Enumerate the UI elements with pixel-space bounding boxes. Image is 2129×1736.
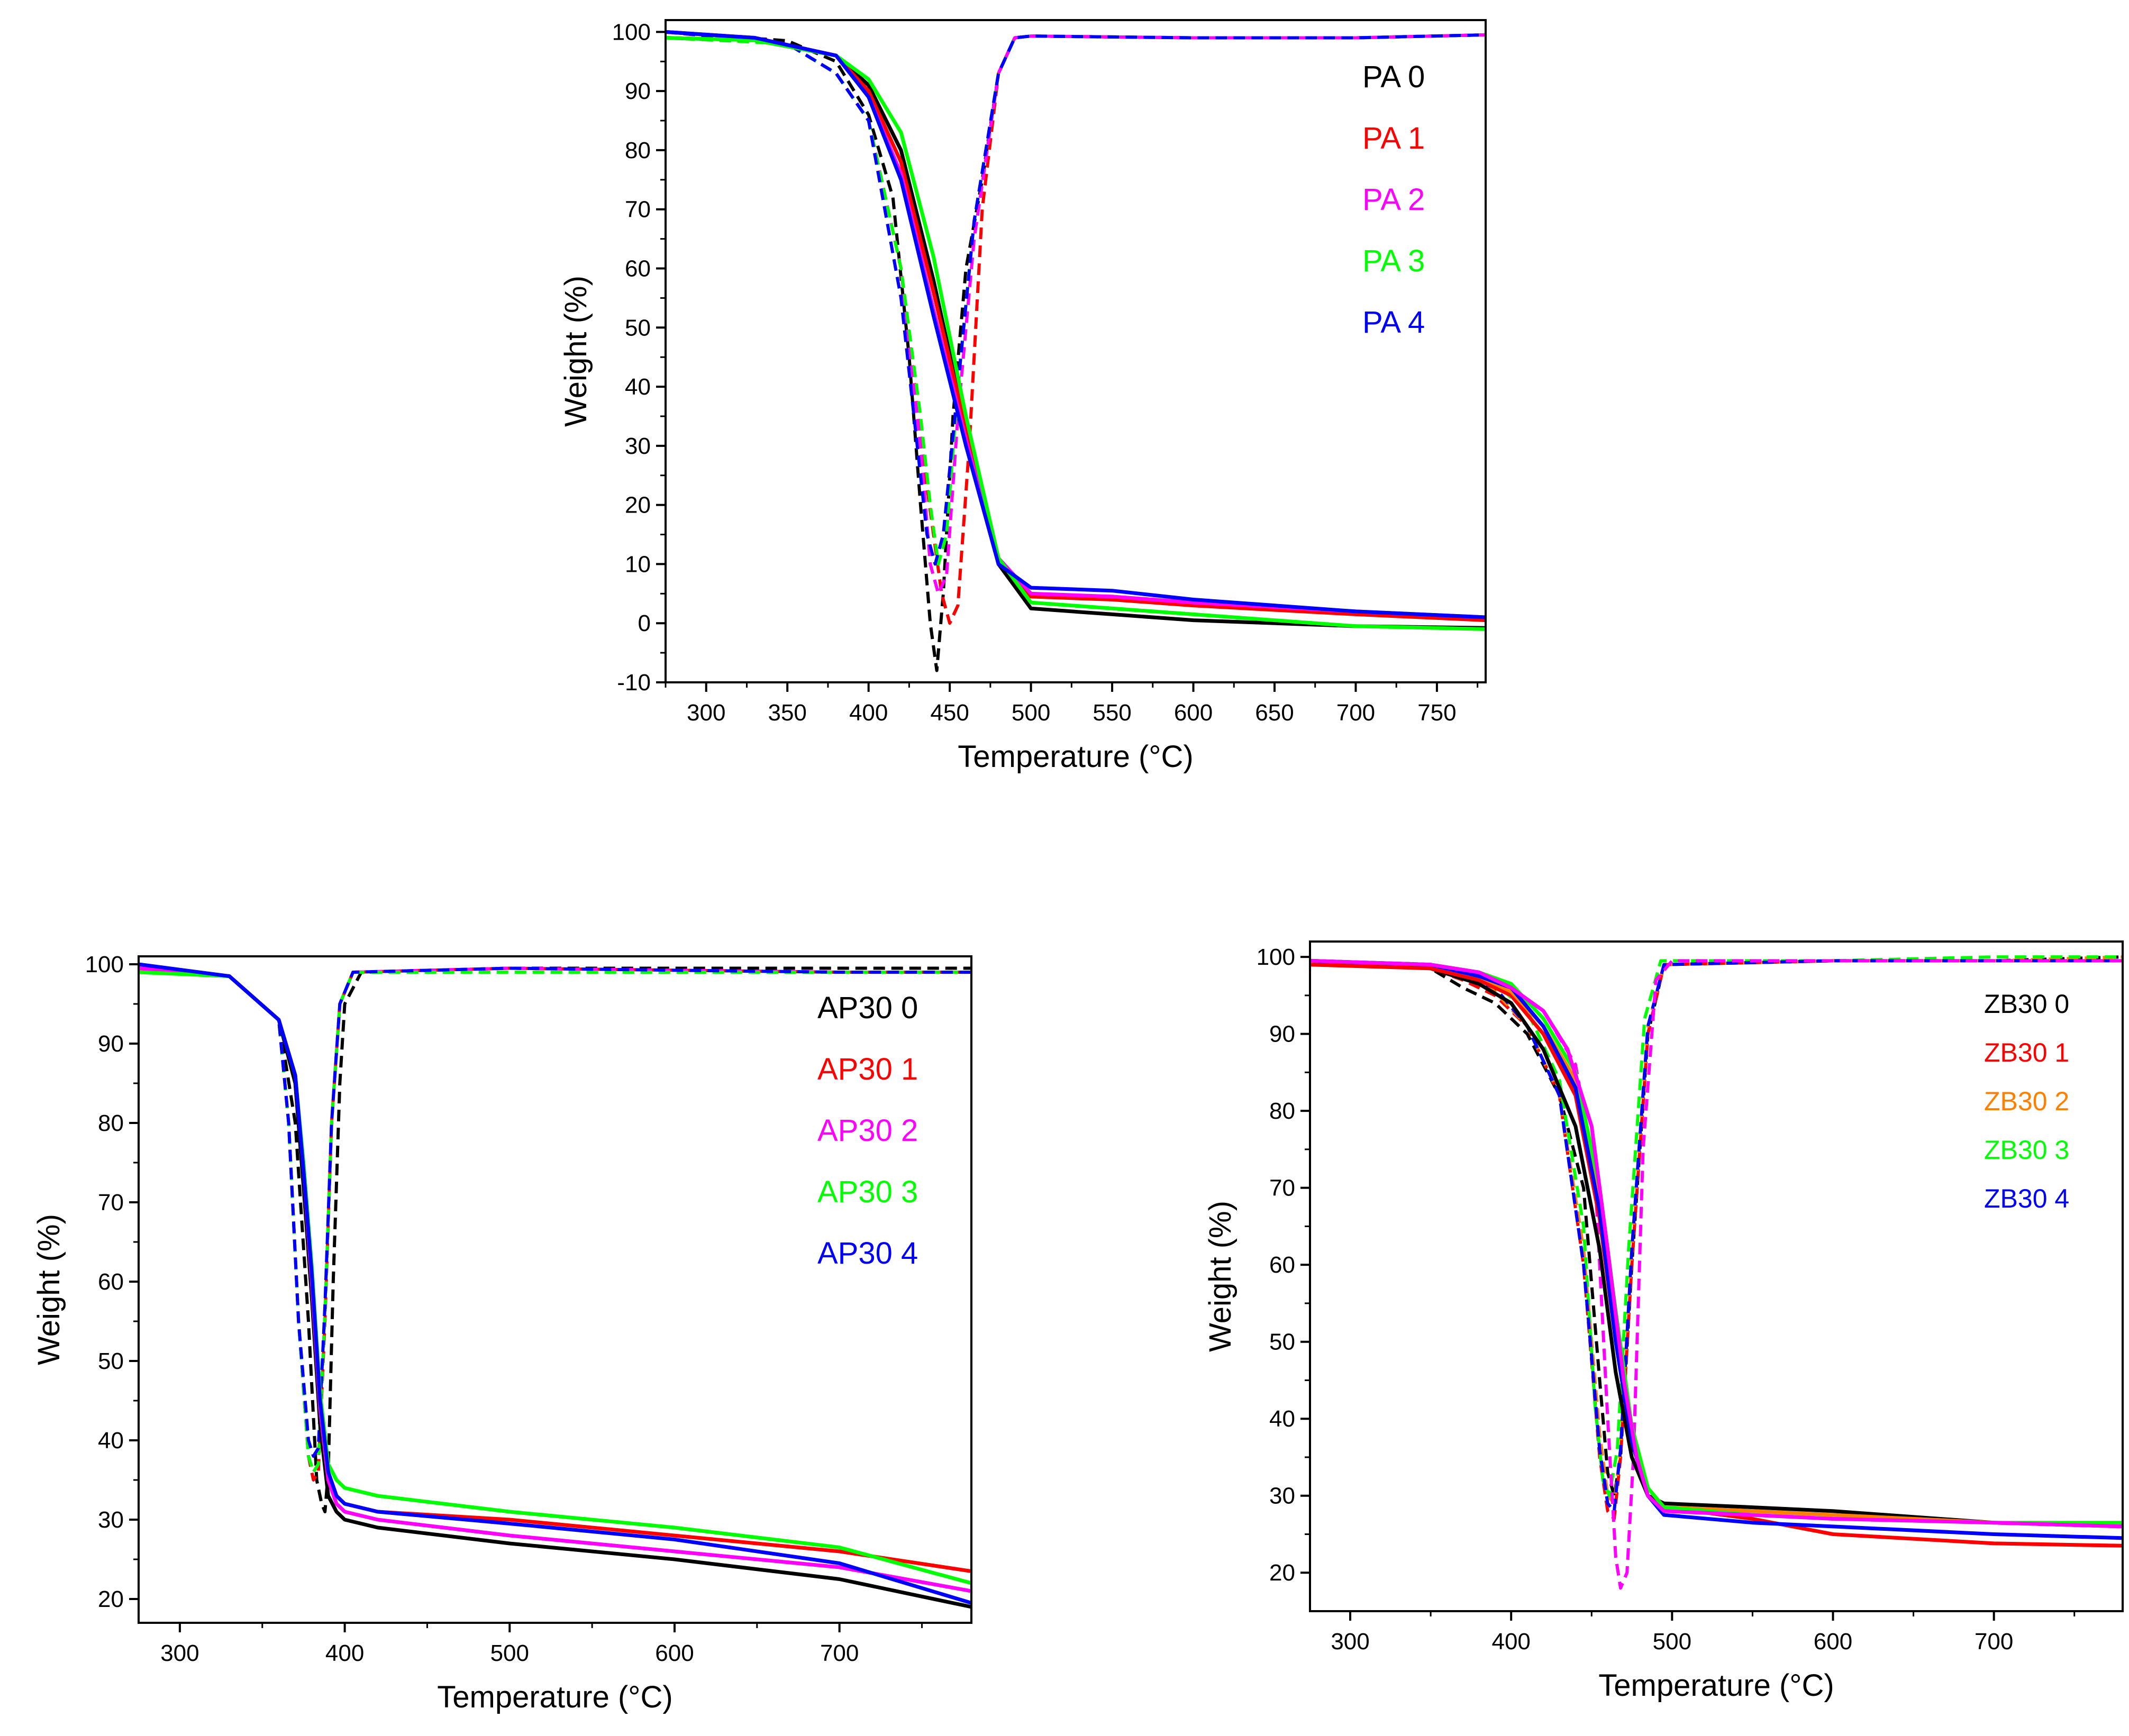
y-tick-label: 80: [625, 138, 651, 163]
y-tick-label: 30: [1269, 1483, 1295, 1509]
y-tick-label: 30: [625, 433, 651, 459]
y-tick-label: 10: [625, 551, 651, 577]
series-line-pa-4-weight: [666, 30, 1486, 619]
y-tick-label: 70: [625, 197, 651, 223]
y-tick-label: 100: [612, 19, 651, 45]
y-tick-label: 50: [98, 1348, 124, 1374]
x-tick-label: 650: [1255, 700, 1294, 726]
x-tick-label: 450: [930, 700, 969, 726]
y-tick-label: -10: [617, 670, 651, 696]
x-tick-label: 600: [655, 1640, 694, 1666]
y-tick-label: 30: [98, 1507, 124, 1533]
plot-frame: [1309, 940, 2124, 1612]
legend-label: ZB30 0: [1984, 989, 2069, 1019]
plot-frame: [665, 19, 1487, 683]
y-tick-label: 90: [1269, 1021, 1295, 1047]
series-line-pa-3-derivative: [666, 33, 1486, 566]
y-axis-title: Weight (%): [32, 1214, 66, 1365]
x-tick-label: 350: [768, 700, 806, 726]
x-axis-title: Temperature (°C): [437, 1680, 672, 1714]
x-axis-title: Temperature (°C): [958, 739, 1193, 774]
y-tick-label: 20: [98, 1586, 124, 1612]
y-tick-label: 70: [98, 1190, 124, 1216]
series-line-zb30-0-weight: [1310, 958, 2123, 1529]
series-line-ap30-3-derivative: [139, 971, 971, 1474]
series-line-ap30-4-derivative: [139, 963, 971, 1458]
x-tick-label: 300: [1331, 1629, 1369, 1655]
series-line-ap30-4-weight: [139, 962, 971, 1605]
legend-label: PA 2: [1362, 182, 1425, 217]
series-line-ap30-2-derivative: [139, 966, 971, 1474]
chart-zb30: 300 400 500 600 700 20 30 40 50 60 70 80 90 100 Temper…: [1203, 940, 2124, 1703]
series-group: [1310, 955, 2123, 1590]
series-line-ap30-1-derivative: [139, 966, 971, 1482]
x-tick-label: 500: [1012, 700, 1050, 726]
y-tick-label: 0: [638, 610, 651, 636]
x-tick-label: 500: [1653, 1629, 1691, 1655]
series-line-zb30-4-weight: [1310, 958, 2123, 1540]
chart-ap30: 300 400 500 600 700 20 30 40 50 60 70 80 90 100 Temper…: [32, 952, 972, 1714]
legend-label: AP30 3: [817, 1175, 918, 1209]
legend-label: AP30 4: [817, 1236, 918, 1271]
y-axis-title: Weight (%): [559, 276, 593, 427]
x-tick-label: 750: [1417, 700, 1456, 726]
x-tick-label: 500: [490, 1640, 529, 1666]
y-tick-label: 50: [625, 315, 651, 341]
y-tick-label: 20: [625, 492, 651, 518]
legend-label: PA 0: [1362, 60, 1425, 94]
x-tick-label: 700: [1975, 1629, 2013, 1655]
y-tick-label: 80: [98, 1110, 124, 1136]
y-axis-title: Weight (%): [1203, 1201, 1238, 1352]
series-group: [666, 30, 1486, 672]
legend-label: PA 3: [1362, 244, 1425, 278]
legend-label: ZB30 2: [1984, 1086, 2069, 1116]
legend-label: PA 1: [1362, 121, 1425, 156]
legend-label: ZB30 1: [1984, 1038, 2069, 1067]
x-tick-label: 550: [1093, 700, 1131, 726]
x-tick-label: 600: [1814, 1629, 1852, 1655]
chart-pa: 300 350 400 450 500 550 600 650 700 750 -10 0 10 20 30…: [559, 19, 1487, 774]
y-tick-label: 100: [1257, 944, 1295, 970]
legend-label: AP30 0: [817, 991, 918, 1025]
y-tick-label: 80: [1269, 1098, 1295, 1124]
y-tick-label: 90: [98, 1031, 124, 1057]
series-line-zb30-1-derivative: [1310, 959, 2123, 1521]
legend-label: AP30 2: [817, 1113, 918, 1148]
y-tick-label: 100: [85, 952, 124, 977]
legend-label: ZB30 3: [1984, 1135, 2069, 1165]
y-tick-label: 20: [1269, 1560, 1295, 1586]
y-tick-label: 60: [625, 256, 651, 282]
series-line-pa-4-derivative: [666, 30, 1486, 566]
x-tick-label: 400: [849, 700, 888, 726]
x-tick-label: 700: [820, 1640, 859, 1666]
x-tick-label: 600: [1174, 700, 1213, 726]
y-tick-label: 90: [625, 78, 651, 104]
series-line-zb30-4-derivative: [1310, 959, 2123, 1513]
y-tick-label: 40: [1269, 1406, 1295, 1432]
series-line-pa-0-derivative: [666, 30, 1486, 672]
y-tick-label: 60: [1269, 1252, 1295, 1278]
x-tick-label: 300: [160, 1640, 199, 1666]
series-line-zb30-pink-weight: [1310, 958, 2123, 1529]
x-tick-label: 700: [1336, 700, 1375, 726]
x-tick-label: 400: [325, 1640, 364, 1666]
y-tick-label: 70: [1269, 1175, 1295, 1201]
legend-label: PA 4: [1362, 305, 1425, 340]
y-tick-label: 60: [98, 1269, 124, 1295]
legend-label: ZB30 4: [1984, 1184, 2069, 1213]
legend-label: AP30 1: [817, 1052, 918, 1086]
y-tick-label: 40: [625, 374, 651, 400]
series-group: [139, 962, 971, 1609]
x-tick-label: 400: [1491, 1629, 1530, 1655]
y-tick-label: 50: [1269, 1329, 1295, 1355]
plot-frame: [138, 955, 972, 1624]
x-tick-label: 300: [687, 700, 725, 726]
x-axis-title: Temperature (°C): [1598, 1668, 1834, 1703]
y-tick-label: 40: [98, 1428, 124, 1454]
